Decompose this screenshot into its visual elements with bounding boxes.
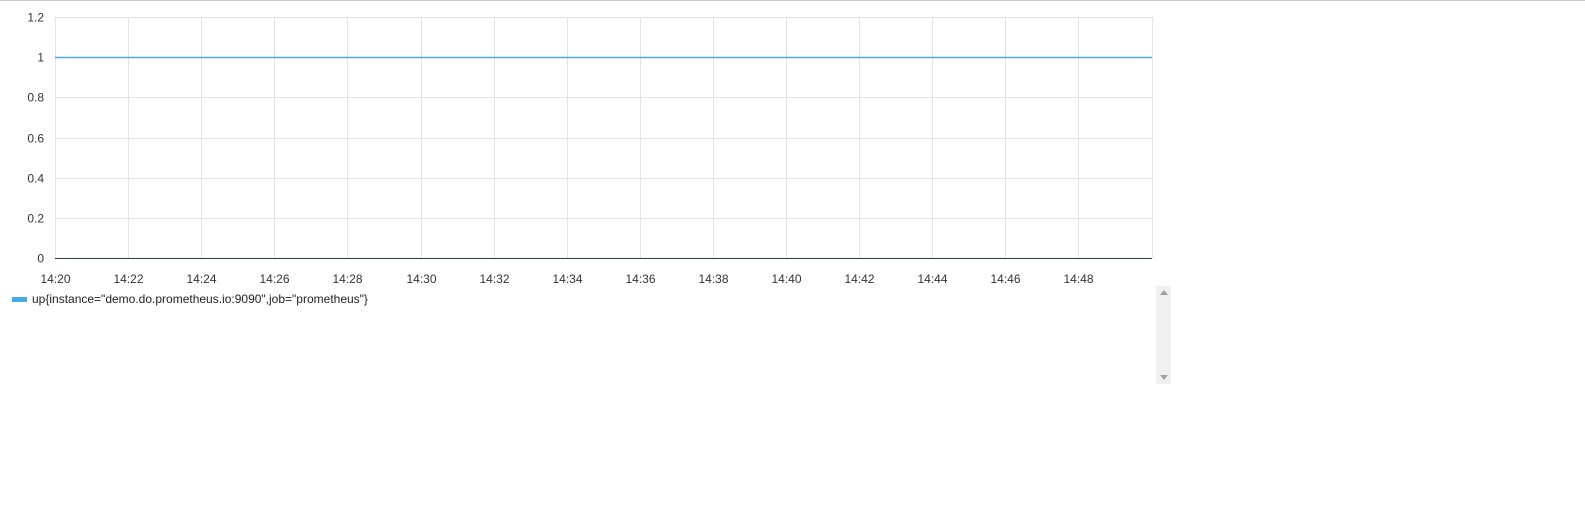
y-tick-label: 0.2 — [27, 212, 44, 226]
x-tick-label: 14:36 — [625, 272, 655, 286]
x-tick-label: 14:34 — [552, 272, 582, 286]
y-tick-label: 0 — [37, 252, 44, 266]
legend-swatch — [12, 296, 27, 302]
legend-label: up{instance="demo.do.prometheus.io:9090"… — [32, 292, 368, 306]
x-tick-label: 14:40 — [771, 272, 801, 286]
grid-layer — [55, 17, 1153, 258]
x-tick-label: 14:42 — [844, 272, 874, 286]
y-tick-label: 0.8 — [27, 91, 44, 105]
y-tick-label: 0.6 — [27, 132, 44, 146]
scroll-down-arrow-icon[interactable] — [1160, 375, 1168, 380]
x-tick-label: 14:46 — [990, 272, 1020, 286]
y-tick-label: 1.2 — [27, 11, 44, 25]
graph-canvas[interactable]: 00.20.40.60.811.2 14:20 14:22 14:24 14:26 14… — [0, 0, 1180, 290]
y-tick-label: 1 — [37, 51, 44, 65]
y-axis-ticks: 0 0.2 0.4 0.6 0.8 1 1.2 — [27, 11, 44, 266]
scroll-up-arrow-icon[interactable] — [1160, 290, 1168, 295]
x-tick-label: 14:38 — [698, 272, 728, 286]
legend-scrollbar[interactable] — [1156, 286, 1171, 384]
x-axis-ticks: 14:20 14:22 14:24 14:26 14:28 14:30 14:32 14:34… — [40, 272, 1093, 286]
legend-panel: up{instance="demo.do.prometheus.io:9090"… — [0, 286, 1171, 384]
graph-area[interactable]: 0 0.2 0.4 0.6 0.8 1 1.2 14:20 14:22 14:24 14:26 14… — [0, 0, 1180, 290]
y-tick-label: 0.4 — [27, 172, 44, 186]
x-tick-label: 14:28 — [332, 272, 362, 286]
x-tick-label: 14:32 — [479, 272, 509, 286]
x-tick-label: 14:26 — [259, 272, 289, 286]
x-tick-label: 14:44 — [917, 272, 947, 286]
top-border — [0, 0, 1585, 1]
x-tick-label: 14:22 — [113, 272, 143, 286]
x-tick-label: 14:30 — [406, 272, 436, 286]
legend-item[interactable]: up{instance="demo.do.prometheus.io:9090"… — [12, 292, 368, 306]
x-tick-label: 14:20 — [40, 272, 70, 286]
x-tick-label: 14:24 — [186, 272, 216, 286]
x-tick-label: 14:48 — [1063, 272, 1093, 286]
